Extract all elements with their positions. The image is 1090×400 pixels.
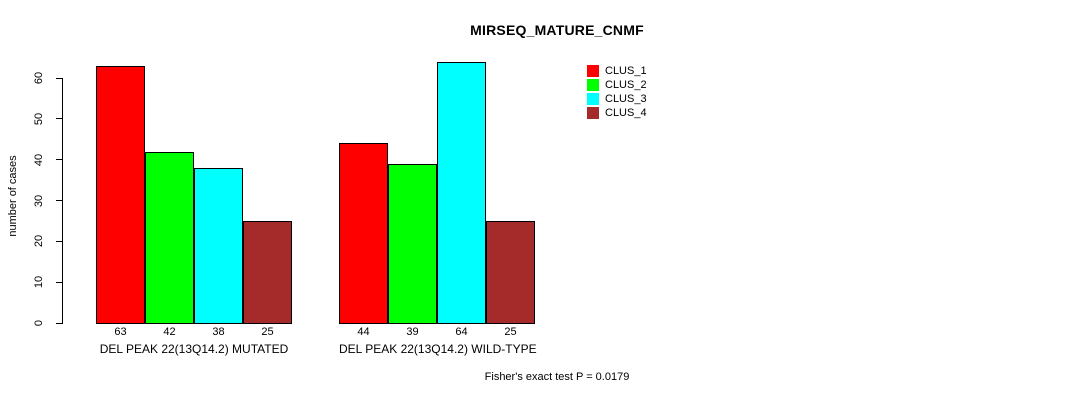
bar-clus_4-group2 bbox=[486, 220, 535, 324]
y-tick-mark bbox=[56, 281, 63, 283]
bar-value-label: 38 bbox=[212, 326, 225, 338]
bar-value-label: 39 bbox=[406, 326, 419, 338]
legend-label: CLUS_3 bbox=[605, 93, 647, 105]
chart-title: MIRSEQ_MATURE_CNMF bbox=[470, 22, 644, 38]
y-tick-label: 10 bbox=[33, 276, 45, 289]
legend-label: CLUS_2 bbox=[605, 79, 647, 91]
y-tick-mark bbox=[56, 159, 63, 161]
bar-clus_3-group1 bbox=[194, 167, 243, 324]
y-axis-title: number of cases bbox=[7, 155, 19, 237]
y-tick-mark bbox=[56, 118, 63, 120]
y-tick-label: 30 bbox=[33, 194, 45, 207]
bar-value-label: 25 bbox=[261, 326, 274, 338]
stat-annotation: Fisher's exact test P = 0.0179 bbox=[484, 371, 630, 383]
category-label: DEL PEAK 22(13Q14.2) MUTATED bbox=[99, 342, 289, 356]
legend-label: CLUS_4 bbox=[605, 107, 647, 119]
bar-clus_1-group2 bbox=[339, 143, 388, 324]
legend-item: CLUS_2 bbox=[587, 78, 647, 92]
legend-swatch-clus_2 bbox=[587, 79, 599, 91]
bar-clus_2-group2 bbox=[388, 163, 437, 324]
bar-clus_1-group1 bbox=[96, 65, 145, 324]
legend: CLUS_1 CLUS_2 CLUS_3 CLUS_4 bbox=[587, 64, 647, 120]
legend-swatch-clus_1 bbox=[587, 65, 599, 77]
legend-swatch-clus_4 bbox=[587, 107, 599, 119]
bar-value-label: 63 bbox=[114, 326, 127, 338]
y-tick-label: 60 bbox=[33, 71, 45, 85]
bar-value-label: 64 bbox=[455, 326, 468, 338]
bar-value-label: 44 bbox=[357, 326, 370, 338]
y-tick-mark bbox=[56, 77, 63, 79]
bar-clus_2-group1 bbox=[145, 151, 194, 324]
y-tick-label: 40 bbox=[33, 153, 45, 166]
y-tick-label: 0 bbox=[33, 319, 45, 327]
bar-value-label: 25 bbox=[504, 326, 517, 338]
bar-clus_4-group1 bbox=[243, 220, 292, 324]
legend-item: CLUS_4 bbox=[587, 106, 647, 120]
bar-value-label: 42 bbox=[163, 326, 176, 338]
legend-label: CLUS_1 bbox=[605, 65, 647, 77]
y-tick-label: 20 bbox=[33, 235, 45, 248]
legend-swatch-clus_3 bbox=[587, 93, 599, 105]
bar-clus_3-group2 bbox=[437, 61, 486, 324]
legend-item: CLUS_3 bbox=[587, 92, 647, 106]
category-label: DEL PEAK 22(13Q14.2) WILD-TYPE bbox=[339, 342, 537, 356]
y-tick-label: 50 bbox=[33, 112, 45, 125]
legend-item: CLUS_1 bbox=[587, 64, 647, 78]
y-tick-mark bbox=[56, 240, 63, 242]
y-tick-mark bbox=[56, 322, 63, 324]
y-tick-mark bbox=[56, 200, 63, 201]
